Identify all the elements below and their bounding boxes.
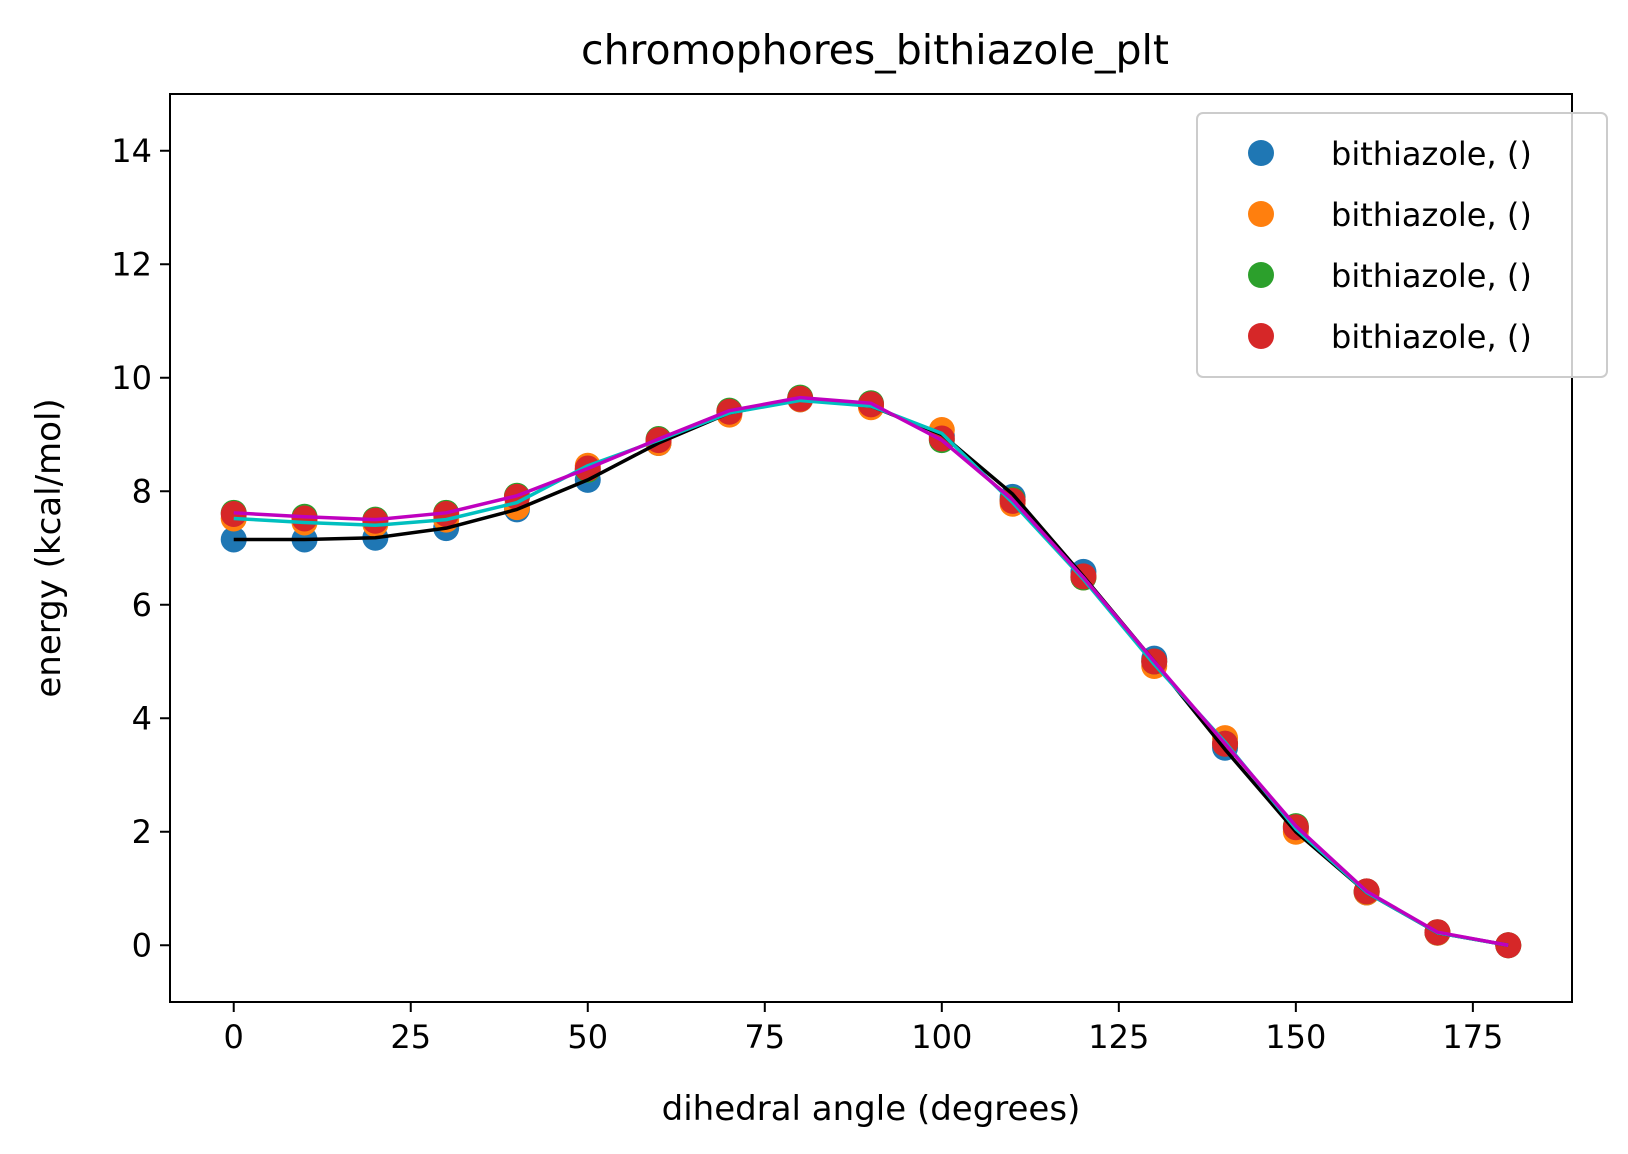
x-tick-label: 150	[1265, 1018, 1326, 1056]
x-tick-label: 175	[1442, 1018, 1503, 1056]
y-tick-label: 8	[132, 472, 152, 510]
y-axis-label: energy (kcal/mol)	[29, 398, 69, 697]
x-axis-label: dihedral angle (degrees)	[662, 1089, 1081, 1129]
x-tick-label: 0	[224, 1018, 244, 1056]
y-tick-label: 12	[111, 245, 152, 283]
x-tick-label: 50	[567, 1018, 608, 1056]
legend-label: bithiazole, ()	[1331, 135, 1532, 173]
x-tick-label: 125	[1088, 1018, 1149, 1056]
y-tick-label: 14	[111, 132, 152, 170]
legend-label: bithiazole, ()	[1331, 257, 1532, 295]
x-tick-label: 25	[390, 1018, 431, 1056]
plot-area	[220, 384, 1522, 959]
x-tick-label: 100	[911, 1018, 972, 1056]
y-tick-label: 6	[132, 586, 152, 624]
axes-frame	[169, 93, 1573, 1003]
tick-layer: 0 25 50 75 100 125 150 175 0 2 4 6 8 10 12 14	[111, 132, 1503, 1056]
legend-marker	[1248, 323, 1274, 349]
y-tick-label: 10	[111, 359, 152, 397]
y-tick-label: 2	[132, 813, 152, 851]
y-tick-label: 4	[132, 699, 152, 737]
line-series-5	[233, 398, 1509, 947]
line-series-6	[233, 395, 1509, 947]
legend-marker	[1248, 262, 1274, 288]
y-tick-label: 0	[132, 926, 152, 964]
legend-box	[1196, 112, 1608, 378]
legend-marker	[1248, 140, 1274, 166]
x-tick-label: 75	[744, 1018, 785, 1056]
legend-label: bithiazole, ()	[1331, 196, 1532, 234]
legend: bithiazole, () bithiazole, () bithiazole, …	[1196, 112, 1608, 378]
legend-label: bithiazole, ()	[1331, 318, 1532, 356]
legend-marker	[1248, 201, 1274, 227]
chart-title: chromophores_bithiazole_plt	[581, 26, 1169, 74]
